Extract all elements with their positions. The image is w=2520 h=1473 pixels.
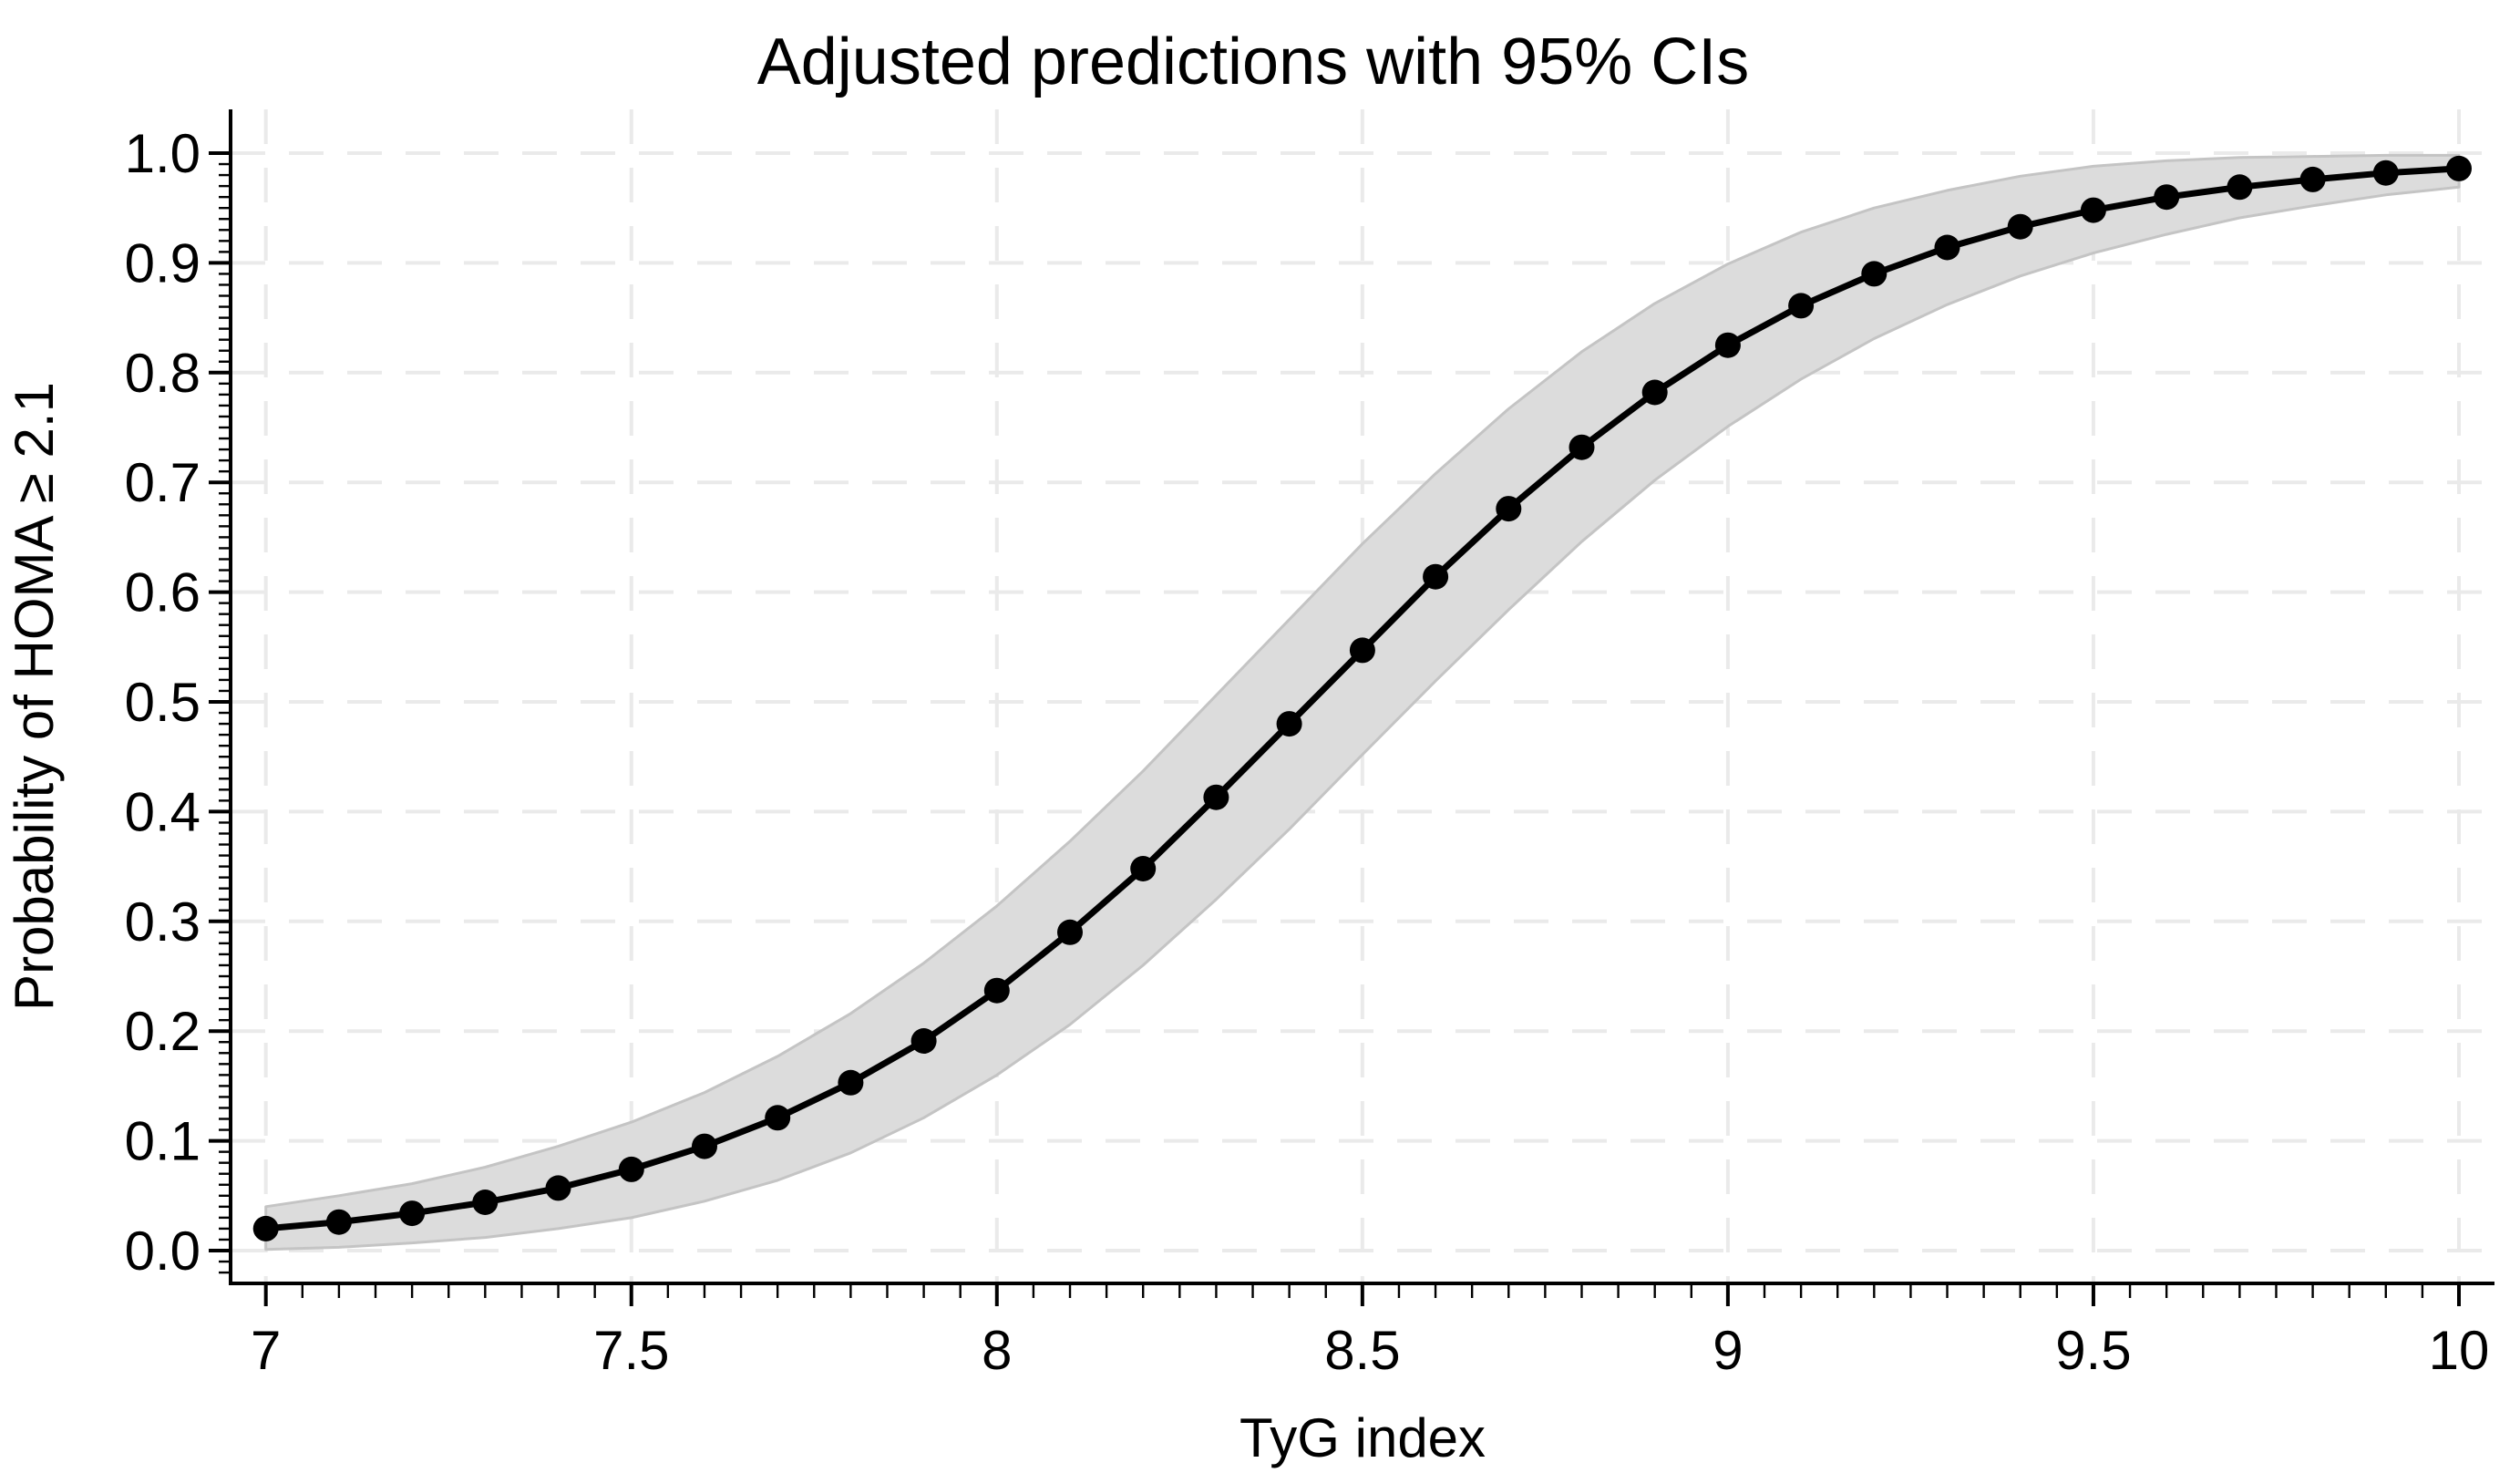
data-point: [1788, 293, 1815, 319]
x-tick-label: 9.5: [2055, 1320, 2131, 1381]
x-tick-labels: 7 7.5 8 8.5 9 9.5 10: [251, 1320, 2489, 1381]
x-tick-label: 8.5: [1324, 1320, 1400, 1381]
y-tick-label: 0.5: [125, 672, 201, 733]
data-point: [399, 1200, 426, 1227]
y-tick-labels: 0.0 0.1 0.2 0.3 0.4 0.5 0.6 0.7 0.8 0.9 1.0: [125, 123, 201, 1282]
data-points: [252, 155, 2472, 1241]
data-point: [1203, 784, 1229, 810]
data-point: [1276, 711, 1302, 737]
y-tick-label: 0.0: [125, 1221, 201, 1282]
x-tick-label: 8: [982, 1320, 1012, 1381]
y-tick-label: 0.1: [125, 1111, 201, 1172]
data-point: [838, 1069, 864, 1096]
data-point: [1861, 261, 1887, 287]
x-tick-label: 7: [251, 1320, 281, 1381]
y-tick-label: 0.8: [125, 343, 201, 404]
y-axis-label: Probability of HOMA ≥ 2.1: [4, 382, 65, 1011]
y-tick-label: 0.2: [125, 1001, 201, 1062]
data-point: [545, 1175, 571, 1201]
data-point: [1423, 563, 1449, 590]
data-point: [1349, 637, 1375, 664]
ci-band: [264, 153, 2461, 1252]
data-point: [1569, 434, 1595, 460]
axes: [209, 109, 2494, 1306]
data-point: [1130, 856, 1157, 881]
chart-title: Adjusted predictions with 95% CIs: [757, 26, 1750, 98]
y-tick-label: 0.7: [125, 452, 201, 513]
y-tick-label: 1.0: [125, 123, 201, 184]
data-point: [618, 1156, 644, 1182]
data-point: [1496, 496, 1522, 522]
data-point: [2372, 160, 2399, 186]
data-point: [983, 977, 1010, 1004]
data-point: [2227, 174, 2253, 201]
ci-band-area: [264, 153, 2461, 1252]
data-point: [1934, 234, 1960, 261]
x-tick-label: 7.5: [593, 1320, 669, 1381]
data-point: [1057, 919, 1083, 945]
x-axis-label: TyG index: [1239, 1407, 1486, 1468]
data-point: [692, 1133, 717, 1159]
x-tick-label: 10: [2429, 1320, 2490, 1381]
data-point: [910, 1028, 937, 1054]
y-tick-label: 0.6: [125, 562, 201, 623]
data-point: [472, 1190, 499, 1215]
data-point: [2080, 197, 2106, 223]
data-point: [1714, 332, 1741, 358]
y-tick-label: 0.9: [125, 232, 201, 294]
data-point: [765, 1105, 791, 1131]
y-tick-label: 0.3: [125, 891, 201, 953]
data-point: [2007, 213, 2033, 240]
y-tick-label: 0.4: [125, 781, 201, 842]
data-point: [252, 1215, 279, 1241]
data-point: [2154, 184, 2180, 211]
data-point: [1641, 379, 1668, 406]
data-point: [2446, 155, 2472, 181]
x-tick-label: 9: [1713, 1320, 1743, 1381]
data-point: [325, 1209, 352, 1235]
data-point: [2299, 166, 2326, 192]
